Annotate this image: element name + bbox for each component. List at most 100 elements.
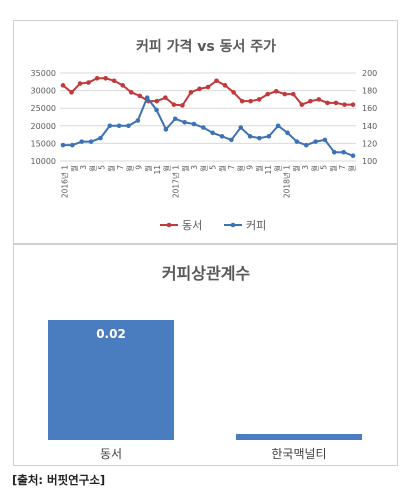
series-point: [231, 90, 236, 95]
x-tick-label: 월: [309, 165, 319, 172]
series-point: [163, 127, 169, 132]
x-tick-label: 2016년 1: [60, 165, 70, 198]
bar-chart-panel: 커피상관계수 0.02 동서 한국맥널티: [13, 244, 398, 466]
series-point: [322, 137, 328, 143]
y-left-tick-label: 20000: [31, 122, 56, 131]
series-point: [69, 90, 74, 95]
y-left-tick-label: 30000: [31, 87, 56, 96]
series-point: [163, 95, 168, 100]
x-tick-label: 9: [246, 165, 255, 170]
bar: [48, 320, 174, 440]
legend-label: 커피: [246, 219, 266, 232]
series-point: [247, 134, 253, 139]
x-tick-label: 5: [209, 165, 218, 170]
series-point: [70, 142, 75, 148]
series-point: [98, 135, 103, 141]
series-point: [94, 75, 100, 81]
y-right-tick-label: 140: [362, 122, 377, 131]
series-point: [88, 139, 94, 144]
bar: [236, 434, 362, 440]
series-point: [60, 83, 66, 88]
source-caption: [출처: 버핏연구소]: [12, 473, 106, 487]
x-tick-label: 월: [328, 165, 338, 172]
x-tick-label: 월: [143, 165, 153, 172]
x-tick-label: 3: [190, 165, 199, 170]
bar-value-label: 0.02: [96, 327, 126, 341]
x-tick-label: 3: [79, 165, 88, 170]
series-point: [239, 98, 245, 104]
series-point: [182, 119, 187, 125]
category-label: 한국맥널티: [271, 447, 326, 461]
legend-marker: [166, 222, 172, 228]
y-left-tick-label: 35000: [31, 69, 56, 78]
series-point: [201, 125, 206, 130]
series-point: [273, 89, 279, 94]
y-right-tick-label: 160: [362, 104, 377, 113]
x-tick-label: 7: [116, 165, 125, 170]
x-tick-label: 월: [87, 165, 97, 172]
line-chart-legend: 동서 커피: [160, 219, 266, 232]
series-point: [135, 118, 141, 123]
x-tick-label: 월: [272, 165, 282, 172]
line-chart-title: 커피 가격 vs 동서 주가: [136, 38, 276, 55]
series-point: [197, 86, 202, 92]
bar-chart: 커피상관계수 0.02 동서 한국맥널티: [48, 264, 362, 461]
series-point: [79, 139, 85, 144]
x-tick-label: 월: [69, 165, 79, 172]
series-point: [103, 75, 108, 81]
series-point: [350, 102, 356, 107]
series-point: [86, 80, 91, 85]
series-point: [116, 123, 122, 129]
x-tick-label: 월: [106, 165, 116, 172]
x-tick-label: 7: [227, 165, 236, 170]
y-left-tick-label: 15000: [31, 139, 56, 148]
x-tick-label: 월: [198, 165, 208, 172]
x-tick-label: 월: [217, 165, 227, 172]
series-point: [294, 139, 300, 144]
x-tick-label: 7: [338, 165, 347, 170]
series-point: [265, 91, 271, 97]
series-point: [60, 142, 66, 148]
series-point: [333, 100, 339, 106]
x-tick-label: 2018년 1: [282, 165, 292, 198]
x-tick-label: 11: [264, 165, 273, 175]
series-point: [210, 130, 215, 136]
y-left-tick-label: 10000: [31, 157, 56, 166]
y-right-tick-label: 180: [362, 87, 377, 96]
series-point: [154, 98, 160, 104]
series-point: [325, 100, 330, 106]
series-point: [266, 134, 272, 139]
series-point: [303, 142, 309, 148]
series-point: [205, 84, 211, 90]
series-point: [331, 149, 337, 155]
series-point: [219, 134, 225, 139]
series-point: [214, 78, 219, 84]
x-tick-label: 월: [235, 165, 245, 172]
x-tick-label: 9: [135, 165, 144, 170]
series-point: [308, 98, 313, 104]
series-point: [188, 90, 194, 95]
x-tick-label: 월: [291, 165, 301, 172]
line-chart-panel: 커피 가격 vs 동서 주가 10000 15000 20000 25000 30000…: [13, 20, 398, 244]
series-point: [313, 139, 318, 144]
x-tick-label: 월: [124, 165, 134, 172]
bar-chart-title: 커피상관계수: [162, 264, 251, 283]
series-point: [275, 123, 281, 129]
series-point: [282, 91, 288, 97]
x-tick-label: 2017년 1: [171, 165, 181, 198]
series-point: [316, 97, 322, 102]
series-point: [299, 102, 305, 107]
series-point: [238, 125, 244, 130]
series-point: [120, 83, 126, 88]
x-tick-label: 월: [254, 165, 264, 172]
x-tick-label: 5: [98, 165, 107, 170]
series-point: [128, 90, 134, 95]
y-left-tick-label: 25000: [31, 104, 56, 113]
series-point: [137, 93, 143, 99]
x-tick-label: 3: [301, 165, 310, 170]
series-point: [172, 116, 178, 122]
series-point: [154, 107, 159, 113]
series-point: [126, 123, 131, 129]
series-point: [341, 149, 346, 155]
y-right-tick-label: 200: [362, 69, 377, 78]
